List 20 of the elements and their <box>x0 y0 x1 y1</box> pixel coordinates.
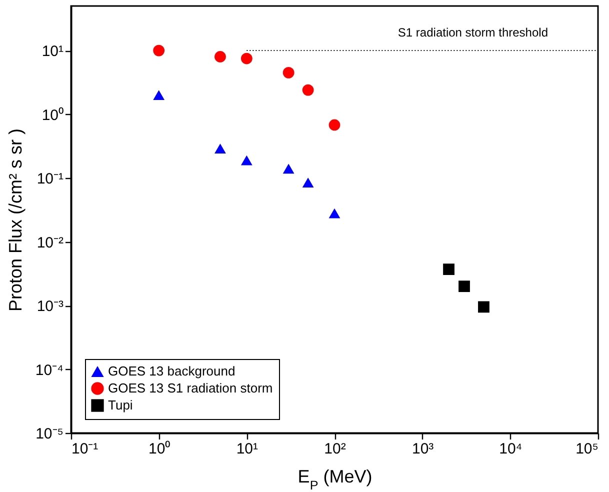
legend-label: GOES 13 S1 radiation storm <box>108 380 273 396</box>
x-tick-label: 10³ <box>412 440 434 458</box>
series-label: S1 radiation storm threshold <box>398 26 548 40</box>
x-tick-label: 10⁵ <box>576 440 598 458</box>
legend-label: GOES 13 background <box>108 364 236 378</box>
x-tick-label: 10⁻¹ <box>72 440 98 458</box>
legend-label: Tupi <box>108 398 133 412</box>
y-axis-title: Proton Flux (/cm² s sr ) <box>5 128 26 312</box>
y-tick-label: 10⁻³ <box>36 298 64 316</box>
y-tick-label: 10⁻⁵ <box>36 426 64 442</box>
x-tick-label: 10⁰ <box>148 440 170 458</box>
y-tick-label: 10¹ <box>42 43 64 60</box>
x-tick-label: 10¹ <box>236 440 258 458</box>
y-tick-label: 10⁻¹ <box>36 170 64 188</box>
x-tick-label: 10⁴ <box>499 440 522 458</box>
x-axis-title: E$_{P}$ (MeV) <box>298 466 372 492</box>
y-tick-label: 10⁻² <box>36 234 64 252</box>
y-tick-label: 10⁻⁴ <box>35 362 64 379</box>
x-tick-label: 10² <box>324 440 346 458</box>
y-tick-label: 10⁰ <box>42 106 64 124</box>
